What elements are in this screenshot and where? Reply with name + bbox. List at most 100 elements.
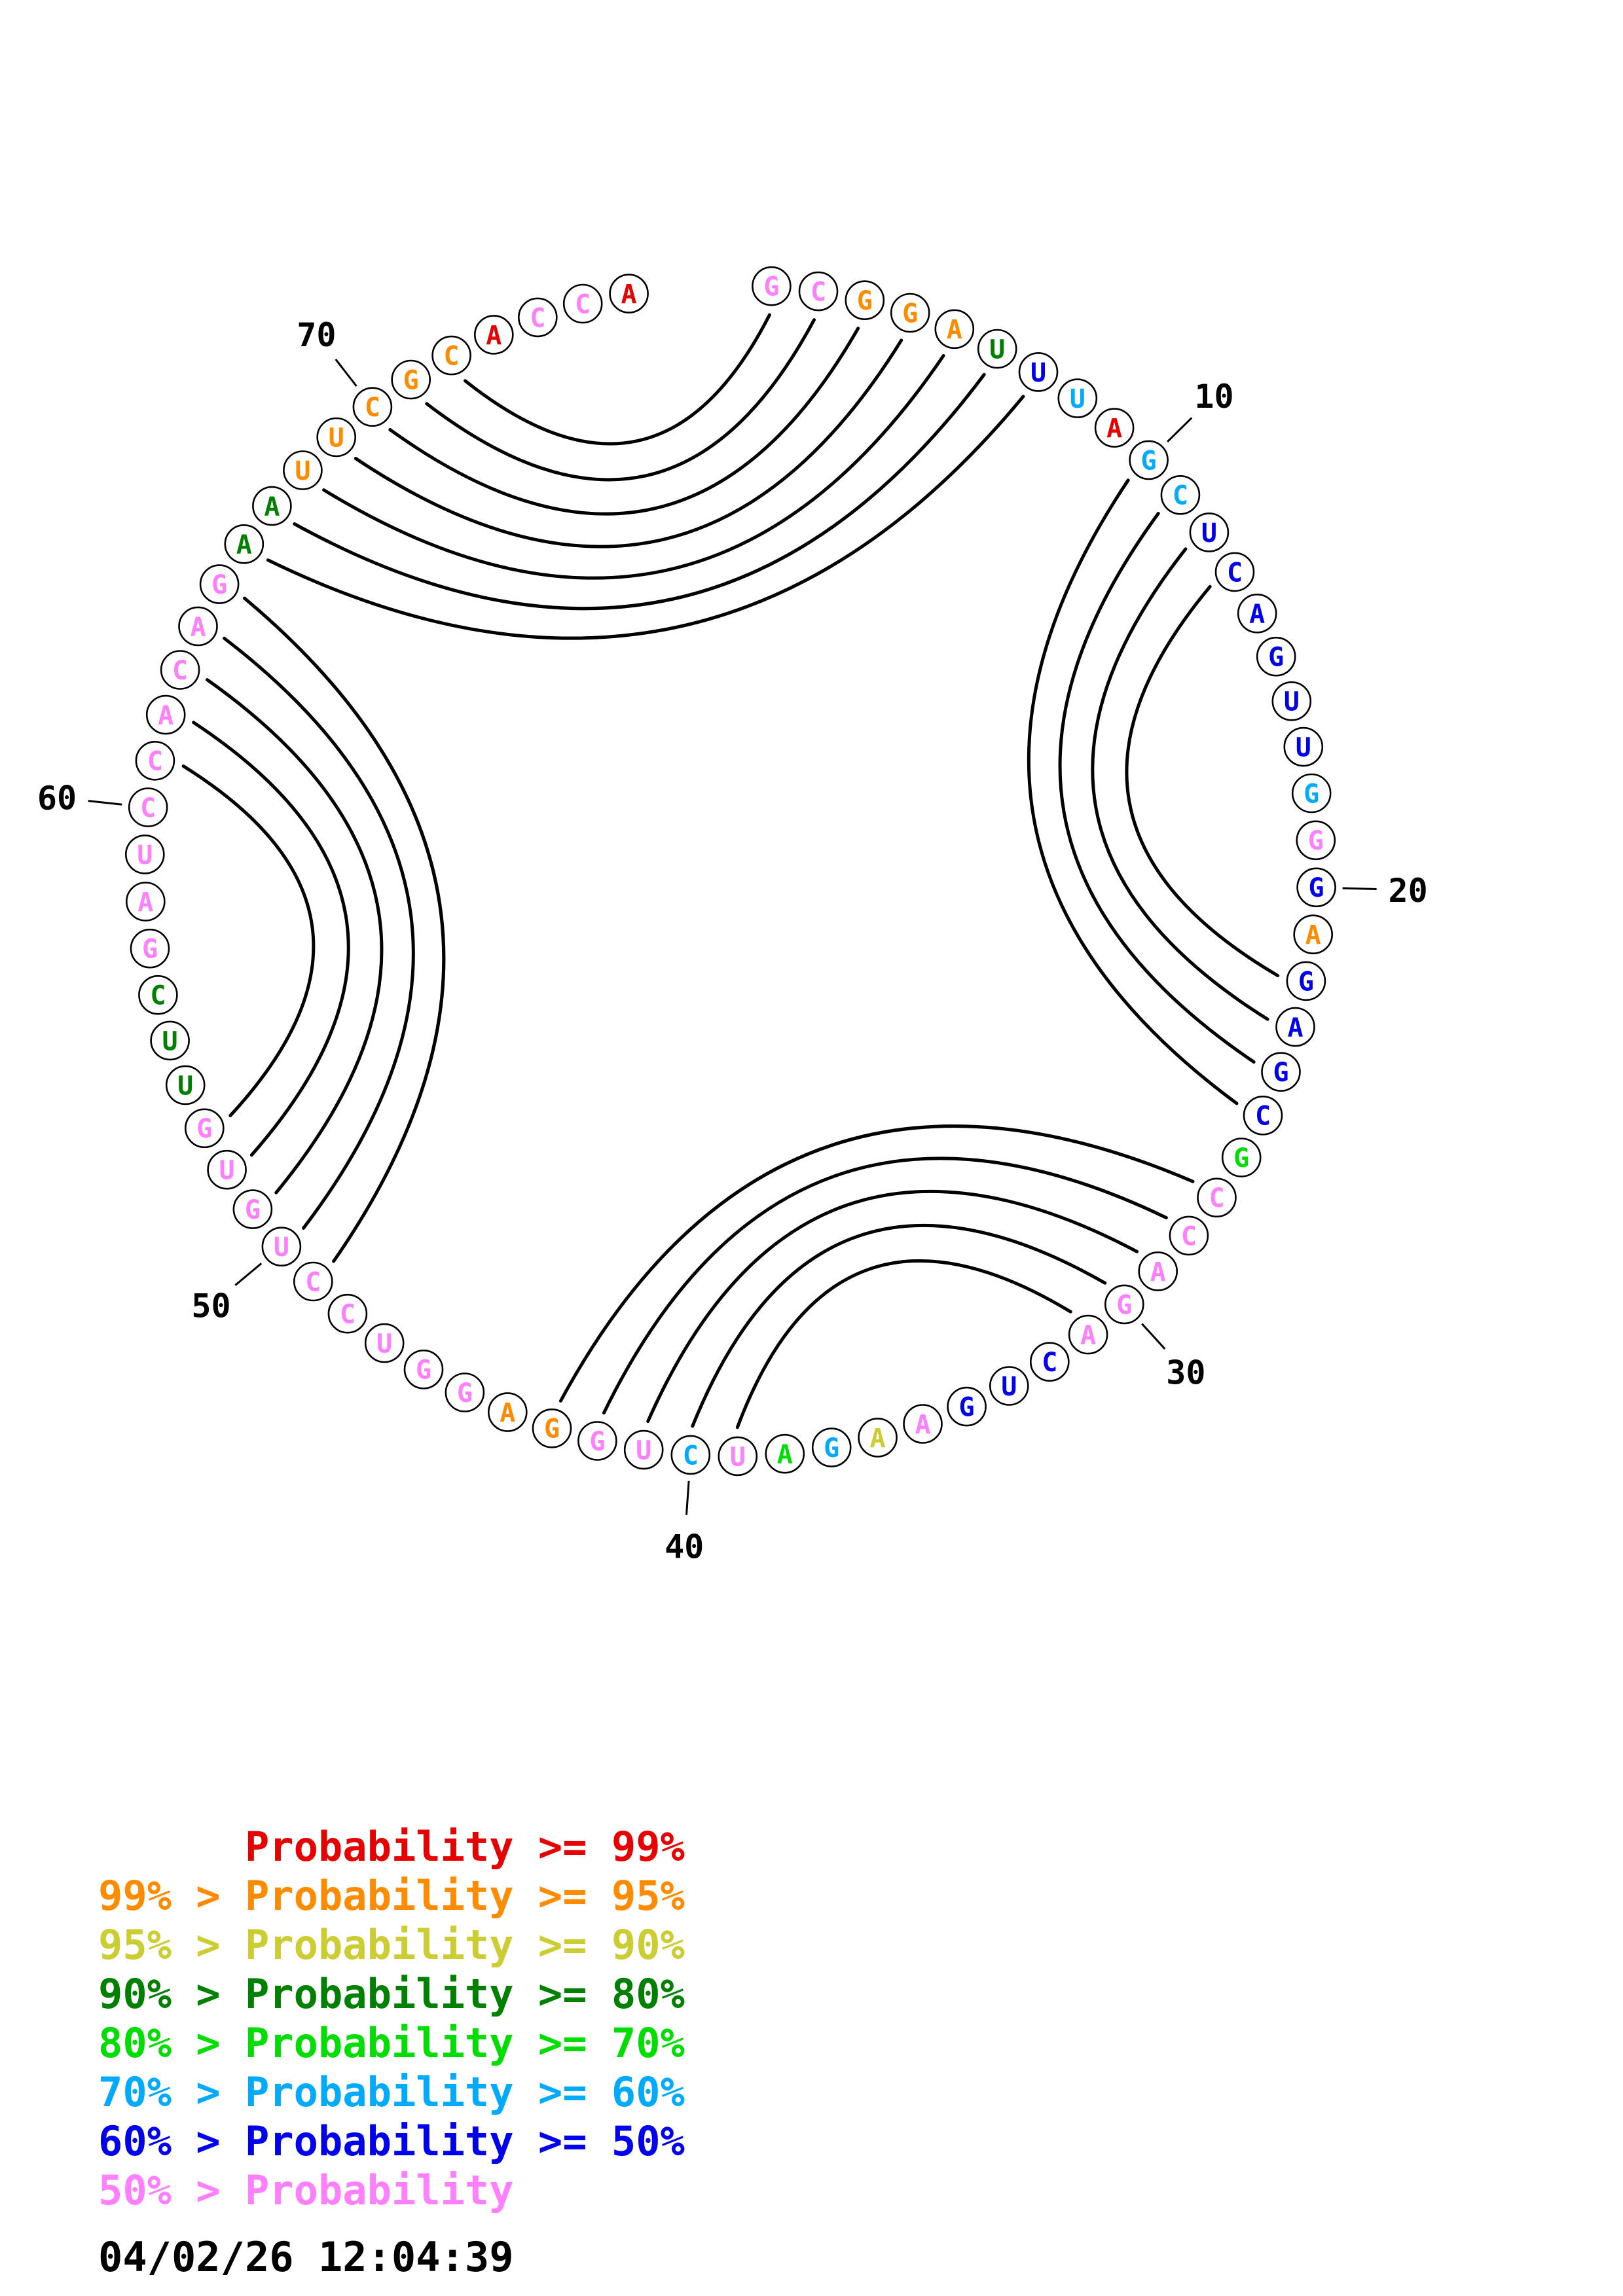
nucleotide-letter: G <box>589 1427 605 1457</box>
nucleotide-circle <box>1243 1096 1283 1136</box>
nucleotide-4-G: G <box>890 293 930 333</box>
nucleotide-letter: C <box>150 981 166 1011</box>
nucleotide-letter: U <box>329 423 344 453</box>
nucleotide-circle <box>150 1020 190 1061</box>
nucleotide-letter: C <box>1227 558 1243 588</box>
nucleotide-circle <box>977 329 1017 369</box>
nucleotide-circle <box>1256 636 1296 677</box>
nucleotide-43-G: G <box>532 1408 572 1448</box>
nucleotide-27-C: C <box>1197 1177 1237 1218</box>
nucleotide-55-U: U <box>150 1020 190 1061</box>
nucleotide-circle <box>609 274 649 314</box>
nucleotide-circle <box>1291 773 1332 814</box>
legend-row-p50: 60% > Probability >= 50% <box>98 2117 685 2165</box>
nucleotide-letter: A <box>158 701 173 731</box>
nucleotide-letter: C <box>811 278 826 308</box>
nucleotide-circle <box>1068 1314 1108 1355</box>
nucleotide-letter: C <box>340 1300 356 1330</box>
nucleotide-circle <box>160 650 200 690</box>
nucleotide-letter: A <box>1106 414 1122 444</box>
nucleotide-74-C: C <box>517 297 558 338</box>
nucleotide-circle <box>532 1408 572 1448</box>
nucleotide-letter: A <box>1287 1013 1303 1043</box>
nucleotide-12-U: U <box>1189 512 1230 552</box>
nucleotide-letter: G <box>1308 826 1324 856</box>
nucleotide-72-C: C <box>431 335 471 376</box>
nucleotide-25-C: C <box>1243 1096 1283 1136</box>
nucleotide-circle <box>1271 681 1312 721</box>
nucleotide-circle <box>562 283 603 324</box>
nucleotide-circle <box>165 1065 206 1105</box>
nucleotide-35-A: A <box>903 1404 943 1444</box>
nucleotide-48-C: C <box>327 1293 368 1334</box>
nucleotide-circle <box>1160 475 1201 515</box>
nucleotide-54-U: U <box>165 1065 206 1105</box>
nucleotide-10-G: G <box>1129 440 1169 480</box>
nucleotide-circle <box>989 1366 1029 1406</box>
nucleotide-letter: U <box>177 1071 193 1101</box>
position-label-70: 70 <box>297 316 336 354</box>
nucleotide-circle <box>1094 408 1135 448</box>
basepair-arc-31-39 <box>735 1259 1072 1429</box>
nucleotide-letter: A <box>264 492 280 522</box>
nucleotide-19-G: G <box>1296 820 1336 861</box>
nucleotide-letter: U <box>376 1329 392 1359</box>
nucleotide-32-C: C <box>1030 1342 1070 1382</box>
nucleotide-letter: G <box>902 298 918 329</box>
nucleotide-letter: G <box>544 1414 560 1444</box>
legend-row-p70: 80% > Probability >= 70% <box>98 2019 685 2067</box>
nucleotide-circle <box>327 1293 368 1334</box>
nucleotide-letter: A <box>915 1410 930 1440</box>
nucleotide-56-C: C <box>138 975 178 1015</box>
nucleotide-circle <box>135 741 175 781</box>
nucleotide-50-U: U <box>261 1227 302 1266</box>
nucleotide-circle <box>623 1429 664 1470</box>
nucleotide-letter: A <box>137 888 153 918</box>
nucleotide-36-A: A <box>858 1418 898 1458</box>
nucleotide-circle <box>1197 1177 1237 1218</box>
nucleotide-circle <box>670 1435 711 1475</box>
nucleotide-11-C: C <box>1160 475 1201 515</box>
nucleotide-letter: G <box>1309 873 1324 903</box>
nucleotide-38-A: A <box>765 1433 805 1474</box>
nucleotide-15-G: G <box>1256 636 1296 677</box>
nucleotide-circle <box>1057 378 1098 418</box>
nucleotide-circle <box>1296 820 1336 861</box>
nucleotide-circle <box>1169 1215 1209 1256</box>
nucleotide-22-G: G <box>1286 961 1326 1001</box>
nucleotide-letter: G <box>1116 1290 1132 1320</box>
nucleotide-letter: U <box>137 840 153 870</box>
nucleotide-16-U: U <box>1271 681 1312 721</box>
nucleotide-letter: U <box>1070 384 1085 414</box>
nucleotide-circle <box>1221 1138 1262 1177</box>
nucleotide-letter: G <box>416 1355 431 1386</box>
nucleotide-67-A: A <box>252 486 292 526</box>
nucleotide-28-C: C <box>1169 1215 1209 1256</box>
nucleotide-45-G: G <box>445 1372 485 1412</box>
nucleotide-circle <box>934 309 975 350</box>
nucleotide-circle <box>1261 1052 1301 1092</box>
nucleotide-letter: G <box>857 286 873 316</box>
nucleotide-69-U: U <box>316 417 357 457</box>
position-label-leader-10 <box>1167 417 1193 442</box>
nucleotide-letter: C <box>444 342 460 372</box>
nucleotide-circle <box>126 882 166 922</box>
nucleotide-circle <box>207 1149 247 1190</box>
nucleotide-circle <box>199 564 240 604</box>
nucleotide-letter: C <box>365 393 380 423</box>
basepair-arc-1-72 <box>464 313 771 446</box>
nucleotide-circle <box>811 1427 852 1467</box>
nucleotide-circle <box>293 1261 333 1302</box>
nucleotide-letter: U <box>1296 733 1311 763</box>
nucleotide-letter: C <box>1181 1221 1197 1251</box>
nucleotide-circle <box>1237 593 1277 634</box>
nucleotide-46-G: G <box>403 1350 444 1390</box>
basepair-arc-50-64 <box>223 636 415 1230</box>
nucleotide-circle <box>1030 1342 1070 1382</box>
nucleotide-letter: A <box>190 612 206 642</box>
nucleotide-letter: A <box>870 1424 886 1454</box>
basepair-arc-3-70 <box>388 327 860 516</box>
nucleotide-letter: U <box>1001 1372 1017 1402</box>
nucleotide-circle <box>431 335 471 376</box>
